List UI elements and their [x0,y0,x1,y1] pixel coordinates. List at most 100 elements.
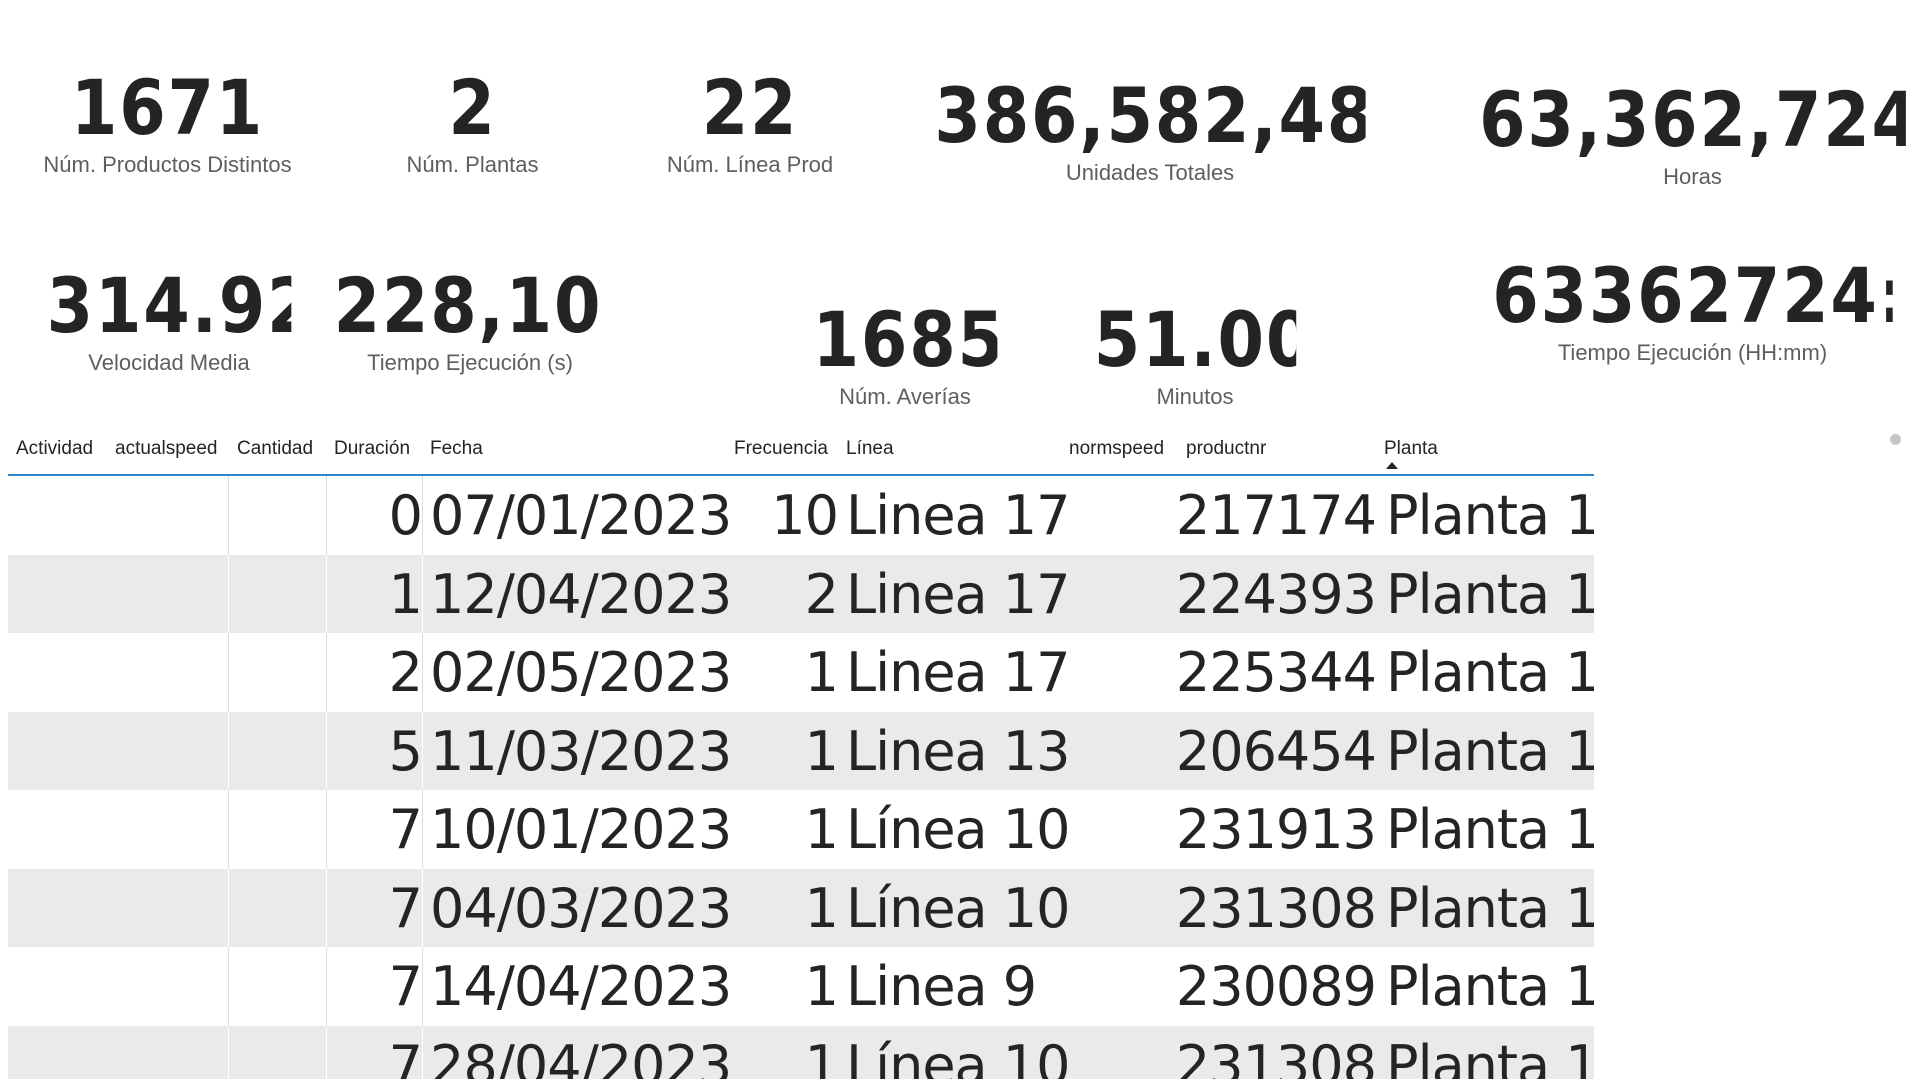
card-unidades[interactable]: 386,582,480 Unidades Totales [905,78,1395,186]
column-header-planta[interactable]: Planta [1384,438,1438,459]
column-header-actualspeed[interactable]: actualspeed [115,438,218,459]
cell-linea: Linea 17 [846,484,1071,547]
card-value: 22 [701,70,799,146]
column-separator [422,868,423,947]
table-row[interactable]: 2 02/05/2023 1 Linea 17 225344 Planta 1 [8,633,1594,712]
card-minutos[interactable]: 51.00 Minutos [1080,302,1310,410]
cell-productnr: 206454 [1175,719,1377,783]
table-row[interactable]: 0 07/01/2023 10 Linea 17 217174 Planta 1 [8,476,1594,555]
cell-duracion: 7 [388,798,423,861]
column-separator [422,633,423,712]
sort-ascending-icon[interactable] [1386,462,1398,469]
column-separator [228,868,229,947]
card-label: Velocidad Media [88,350,250,375]
cell-frecuencia: 1 [804,876,839,940]
card-productos[interactable]: 1671 Núm. Productos Distintos [15,70,320,178]
column-separator [422,476,423,555]
column-separator [228,476,229,555]
cell-frecuencia: 1 [804,719,839,783]
cell-duracion: 1 [388,562,423,626]
data-table[interactable]: Actividad actualspeed Cantidad Duración … [8,428,1594,1079]
column-header-duracion[interactable]: Duración [334,438,411,459]
table-body: 0 07/01/2023 10 Linea 17 217174 Planta 1 1 12/0… [8,476,1594,1079]
column-separator [422,554,423,633]
card-value: 51.00 [1093,302,1297,378]
cell-linea: Linea 9 [846,955,1037,1018]
column-header-productnr[interactable]: productnr [1186,438,1267,459]
cell-productnr: 231913 [1175,798,1377,861]
cell-fecha: 12/04/2023 [430,562,732,626]
cell-productnr: 230089 [1175,955,1377,1018]
card-label: Minutos [1156,384,1234,409]
card-horas[interactable]: 63,362,724.... Horas [1450,82,1919,190]
cell-duracion: 5 [388,719,423,783]
cell-fecha: 10/01/2023 [430,798,732,861]
column-separator [228,711,229,790]
card-tiempo-s[interactable]: 228,10... Tiempo Ejecución (s) [315,268,625,376]
cell-frecuencia: 1 [804,798,839,861]
table-row[interactable]: 7 04/03/2023 1 Línea 10 231308 Planta 1 [8,868,1594,947]
cell-frecuencia: 1 [804,1033,839,1079]
column-header-fecha[interactable]: Fecha [430,438,483,459]
card-label: Núm. Productos Distintos [43,152,292,177]
cell-frecuencia: 1 [804,955,839,1018]
cell-fecha: 02/05/2023 [430,641,732,704]
table-row[interactable]: 7 10/01/2023 1 Línea 10 231913 Planta 1 [8,790,1594,869]
column-separator [422,1025,423,1079]
table-row[interactable]: 5 11/03/2023 1 Linea 13 206454 Planta 1 [8,711,1594,790]
column-header-actividad[interactable]: Actividad [16,438,94,459]
card-label: Unidades Totales [1065,160,1235,185]
column-separator [228,1025,229,1079]
column-separator [228,947,229,1026]
cell-planta: Planta 1 [1386,484,1594,547]
column-separator [326,1025,327,1079]
column-header-normspeed[interactable]: normspeed [1069,438,1165,459]
card-plantas[interactable]: 2 Núm. Plantas [360,70,585,178]
card-label: Tiempo Ejecución (HH:mm) [1557,340,1828,365]
cell-frecuencia: 10 [771,484,839,547]
cell-productnr: 231308 [1175,1033,1377,1079]
card-value: 63,362,724.... [1479,82,1906,158]
cell-planta: Planta 1 [1386,1033,1594,1079]
column-separator [422,947,423,1026]
card-label: Núm. Plantas [406,152,539,177]
card-lineas[interactable]: 22 Núm. Línea Prod [630,70,870,178]
column-header-cantidad[interactable]: Cantidad [237,438,314,459]
cell-linea: Linea 17 [846,562,1071,626]
column-separator [422,711,423,790]
card-label: Tiempo Ejecución (s) [367,350,573,375]
column-separator [326,790,327,869]
card-value: 1685 [812,302,998,378]
cell-duracion: 7 [388,955,423,1018]
column-separator [228,790,229,869]
cell-planta: Planta 1 [1386,562,1594,626]
column-separator [326,476,327,555]
cell-fecha: 04/03/2023 [430,876,732,940]
cell-planta: Planta 1 [1386,876,1594,940]
cell-linea: Linea 13 [846,719,1071,783]
column-separator [228,633,229,712]
cell-linea: Línea 10 [846,798,1071,861]
column-header-linea[interactable]: Línea [846,438,894,459]
cell-fecha: 28/04/2023 [430,1033,732,1079]
cell-productnr: 224393 [1175,562,1377,626]
card-tiempo-hhmm[interactable]: 63362724:... Tiempo Ejecución (HH:mm) [1465,258,1919,366]
cell-fecha: 11/03/2023 [430,719,732,783]
scrollbar-handle[interactable] [1890,434,1901,445]
cell-linea: Línea 10 [846,1033,1071,1079]
card-velocidad[interactable]: 314.92 Velocidad Media [30,268,308,376]
cell-frecuencia: 1 [804,641,839,704]
column-separator [422,790,423,869]
cell-duracion: 7 [388,1033,423,1079]
cell-fecha: 07/01/2023 [430,484,732,547]
column-header-frecuencia[interactable]: Frecuencia [734,438,828,459]
cell-planta: Planta 1 [1386,641,1594,704]
column-separator [326,947,327,1026]
table-row[interactable]: 7 28/04/2023 1 Línea 10 231308 Planta 1 [8,1025,1594,1079]
card-averias[interactable]: 1685 Núm. Averías [800,302,1010,410]
table-row[interactable]: 1 12/04/2023 2 Linea 17 224393 Planta 1 [8,554,1594,633]
card-value: 314.92 [46,268,292,344]
table-header: Actividad actualspeed Cantidad Duración … [8,428,1594,476]
table-row[interactable]: 7 14/04/2023 1 Linea 9 230089 Planta 1 [8,947,1594,1026]
